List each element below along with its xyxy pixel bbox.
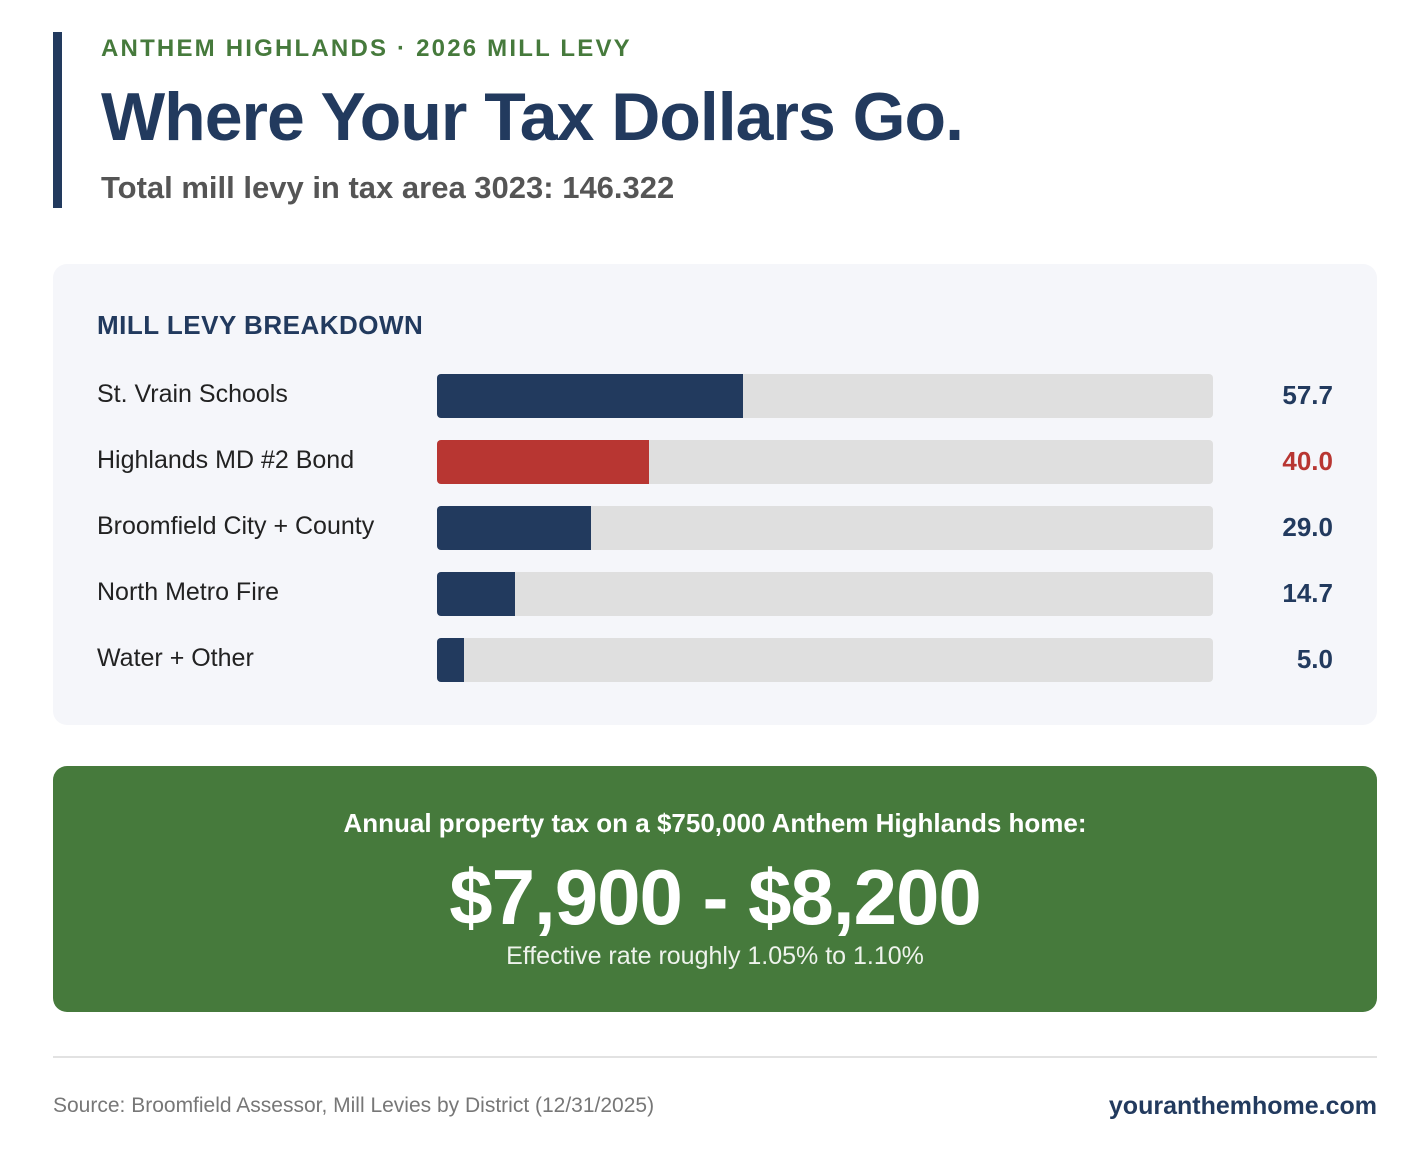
tax-range: $7,900 - $8,200 — [449, 853, 981, 941]
bar-chart: St. Vrain Schools 57.7 Highlands MD #2 Bon… — [53, 264, 1377, 725]
bar-value-label: 57.7 — [1282, 380, 1333, 410]
chart-title: MILL LEVY BREAKDOWN — [97, 310, 424, 340]
bar-category-label: North Metro Fire — [97, 578, 279, 606]
page-subtitle: Total mill levy in tax area 3023: 146.32… — [101, 170, 675, 205]
bar-row: North Metro Fire 14.7 — [53, 572, 1377, 616]
bar-row: Broomfield City + County 29.0 — [53, 506, 1377, 550]
effective-rate-note: Effective rate roughly 1.05% to 1.10% — [506, 942, 924, 970]
mill-levy-panel: MILL LEVY BREAKDOWN St. Vrain Schools 57.… — [53, 264, 1377, 725]
callout-lead: Annual property tax on a $750,000 Anthem… — [343, 808, 1087, 838]
tax-estimate-callout: Annual property tax on a $750,000 Anthem… — [53, 766, 1377, 1012]
bar — [437, 572, 515, 616]
header-block: ANTHEM HIGHLANDS · 2026 MILL LEVY Where … — [53, 32, 1053, 208]
bar — [437, 440, 649, 484]
bar-value-label: 29.0 — [1282, 512, 1333, 542]
bar-track — [437, 374, 1213, 418]
page-title: Where Your Tax Dollars Go. — [101, 79, 964, 155]
bar-row: Water + Other 5.0 — [53, 638, 1377, 682]
footer-divider — [53, 1056, 1377, 1058]
bar — [437, 506, 591, 550]
bar-row: St. Vrain Schools 57.7 — [53, 374, 1377, 418]
bar-track — [437, 638, 1213, 682]
bar — [437, 638, 464, 682]
source-note: Source: Broomfield Assessor, Mill Levies… — [53, 1094, 655, 1117]
bar-value-label: 5.0 — [1296, 644, 1333, 674]
site-link[interactable]: youranthemhome.com — [1108, 1092, 1377, 1120]
bar-category-label: Water + Other — [97, 644, 254, 672]
bar-track — [437, 506, 1213, 550]
bar — [437, 374, 743, 418]
bar-track — [437, 572, 1213, 616]
bar-track — [437, 440, 1213, 484]
bar-category-label: Broomfield City + County — [97, 512, 375, 540]
bar-category-label: St. Vrain Schools — [97, 380, 288, 408]
bar-value-label: 14.7 — [1282, 578, 1333, 608]
bar-row: Highlands MD #2 Bond 40.0 — [53, 440, 1377, 484]
bar-value-label: 40.0 — [1282, 446, 1333, 476]
bar-category-label: Highlands MD #2 Bond — [97, 446, 355, 474]
eyebrow-label: ANTHEM HIGHLANDS · 2026 MILL LEVY — [101, 35, 632, 62]
